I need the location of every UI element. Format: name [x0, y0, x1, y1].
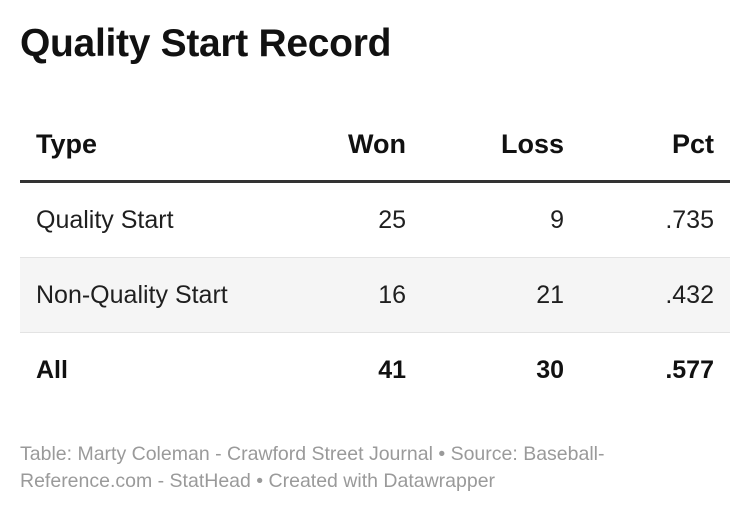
quality-start-table: Type Won Loss Pct Quality Start 25 9 .73… [20, 108, 730, 407]
cell-type: All [36, 355, 68, 384]
cell-won: 41 [378, 355, 406, 384]
column-header-pct: Pct [671, 128, 714, 159]
table-title: Quality Start Record [20, 22, 392, 65]
column-header-won: Won [348, 128, 406, 159]
cell-loss: 30 [536, 355, 564, 384]
column-header-type: Type [36, 128, 98, 159]
cell-pct: .432 [665, 280, 714, 309]
source-footnote: Table: Marty Coleman - Crawford Street J… [20, 443, 605, 492]
cell-won: 25 [378, 205, 406, 234]
column-header-loss: Loss [500, 128, 564, 159]
cell-type: Non-Quality Start [36, 280, 228, 309]
cell-loss: 21 [536, 280, 564, 309]
cell-pct: .735 [665, 205, 714, 234]
cell-pct: .577 [665, 355, 714, 384]
cell-won: 16 [378, 280, 406, 309]
table-row-quality-start: Quality Start 25 9 .735 [20, 183, 730, 258]
table-header-row: Type Won Loss Pct [20, 108, 730, 183]
cell-loss: 9 [550, 205, 564, 234]
table-row-all: All 41 30 .577 [20, 333, 730, 407]
cell-type: Quality Start [36, 205, 174, 234]
table-row-non-quality-start: Non-Quality Start 16 21 .432 [20, 258, 730, 333]
